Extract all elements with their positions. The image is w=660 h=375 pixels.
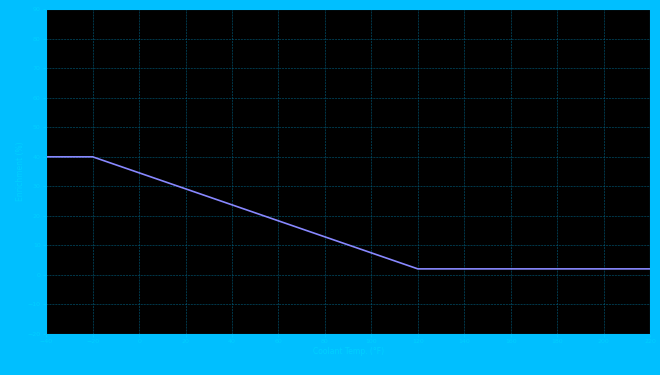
Y-axis label: Enrichment (%): Enrichment (%) bbox=[16, 142, 24, 201]
X-axis label: Coolant Temp. (°F): Coolant Temp. (°F) bbox=[313, 347, 383, 356]
